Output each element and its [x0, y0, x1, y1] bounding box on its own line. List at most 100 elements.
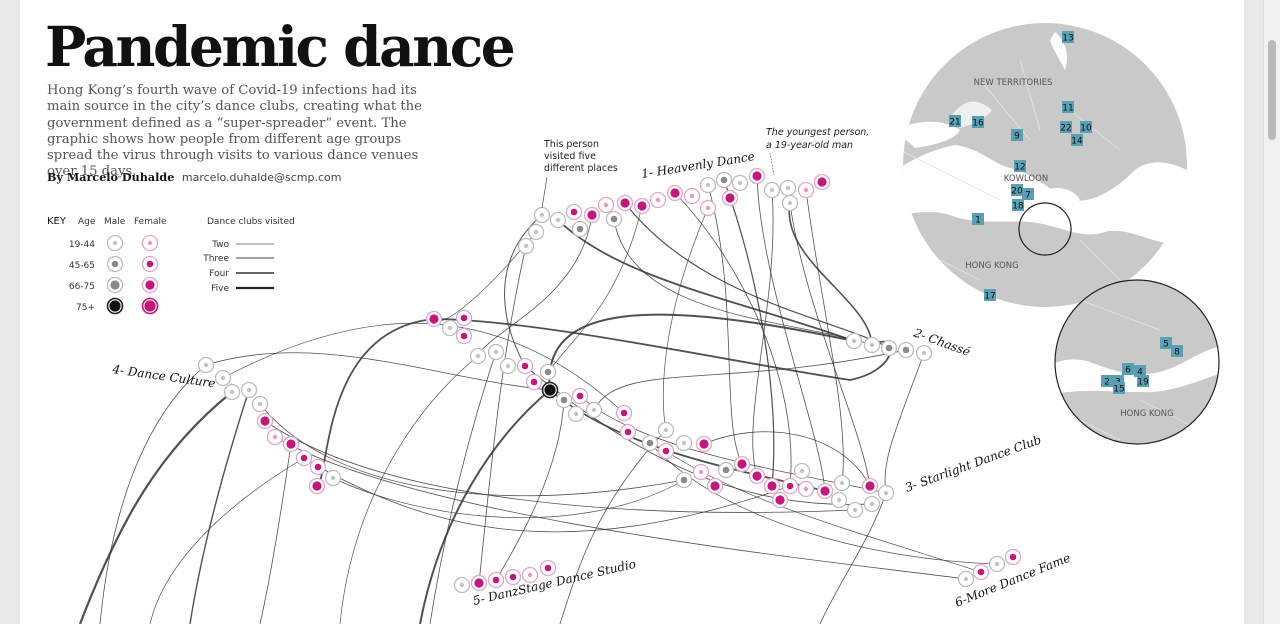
person-dot [469, 347, 487, 365]
location-marker: 6 [1122, 363, 1134, 376]
byline: By Marcelo Duhalde marcelo.duhalde@scmp.… [47, 170, 341, 184]
location-marker: 5 [1160, 337, 1172, 350]
person-dot [504, 568, 522, 586]
person-dot [571, 387, 589, 405]
person-dot [453, 576, 471, 594]
connection-line [707, 184, 743, 465]
person-dot [425, 310, 443, 328]
person-dot [657, 442, 675, 460]
location-marker: 12 [1014, 160, 1026, 173]
location-marker-label: 14 [1071, 137, 1083, 147]
key-age-66-75: 66-75 [69, 282, 95, 292]
key-line-four: Four [209, 269, 229, 279]
person-dot [223, 383, 241, 401]
location-marker-label: 22 [1060, 124, 1071, 134]
person-dot [533, 206, 551, 224]
person-dot [797, 480, 815, 498]
person-dot [539, 559, 557, 577]
scrollbar-thumb[interactable] [1268, 40, 1276, 140]
person-dot [619, 423, 637, 441]
article-page: KEY Age Male Female 19-44 45-65 66-75 75… [20, 0, 1244, 624]
connection-line [674, 192, 792, 487]
person-dot [897, 341, 915, 359]
location-marker: 2 [1101, 375, 1113, 388]
person-dot [763, 181, 781, 199]
location-marker-label: 11 [1062, 104, 1073, 114]
person-dot [597, 196, 615, 214]
person-dot [251, 395, 269, 413]
intro-paragraph: Hong Kong’s fourth wave of Covid-19 infe… [47, 83, 422, 180]
person-dot [585, 401, 603, 419]
key-age-header: Age [78, 217, 96, 227]
person-dot [441, 319, 459, 337]
person-dot [605, 210, 623, 228]
connection-line [303, 457, 791, 533]
vertical-scrollbar[interactable] [1263, 0, 1280, 624]
annotation-youngest-line-2: a 19-year-old man [766, 140, 853, 151]
person-dot [779, 179, 797, 197]
location-marker: 22 [1060, 121, 1072, 134]
byline-author: By Marcelo Duhalde [47, 170, 175, 184]
annotation-five-leader [541, 176, 548, 209]
person-dot [141, 234, 159, 252]
person-dot [487, 343, 505, 361]
location-marker: 14 [1071, 134, 1083, 147]
person-dot [816, 482, 834, 500]
connection-line [205, 352, 551, 391]
person-dot [771, 491, 789, 509]
key-line-two: Two [211, 240, 229, 250]
inset-label-hong-kong: HONG KONG [1120, 409, 1173, 419]
person-dot [141, 297, 159, 315]
connection-line [557, 219, 855, 342]
person-dot [1004, 548, 1022, 566]
connection-line [339, 355, 479, 624]
person-dot [846, 501, 864, 519]
person-dot [256, 412, 274, 430]
connection-line [477, 214, 593, 357]
byline-email[interactable]: marcelo.duhalde@scmp.com [181, 171, 342, 184]
person-dot [516, 357, 534, 375]
person-dot [863, 336, 881, 354]
location-marker-label: 2 [1104, 378, 1110, 388]
map-inset: HONG KONG 5864321915 [1054, 279, 1220, 445]
key-title: KEY [47, 216, 67, 227]
annotation-five-places: This person visited five different place… [541, 139, 618, 209]
connection-line [723, 179, 775, 487]
person-dot [266, 428, 284, 446]
connection-line [547, 205, 643, 373]
location-marker: 16 [972, 116, 984, 129]
map-label-new-territories: NEW TERRITORIES [974, 78, 1053, 88]
person-dot [106, 297, 124, 315]
key-age-19-44: 19-44 [69, 240, 95, 250]
location-marker: 15 [1113, 382, 1125, 395]
map-label-kowloon: KOWLOON [1004, 174, 1048, 184]
connection-line [613, 218, 873, 346]
person-dot [692, 463, 710, 481]
person-dot [717, 461, 735, 479]
person-dot [470, 574, 488, 592]
person-dot [793, 462, 811, 480]
person-dot [565, 203, 583, 221]
person-dot [455, 309, 473, 327]
connection-line [99, 364, 207, 624]
location-marker-label: 21 [949, 118, 960, 128]
location-marker-label: 4 [1137, 368, 1143, 378]
map-inset-markers: 5864321915 [1101, 337, 1183, 395]
location-marker: 1 [972, 213, 984, 226]
connection-line [149, 457, 305, 624]
location-marker-label: 15 [1113, 385, 1124, 395]
key-line-five: Five [211, 284, 229, 294]
person-dot [833, 474, 851, 492]
person-dot [657, 421, 675, 439]
person-dot [797, 181, 815, 199]
key-male-header: Male [104, 217, 126, 227]
location-marker: 10 [1080, 121, 1092, 134]
key-age-75-plus: 75+ [76, 303, 95, 313]
person-dot [324, 469, 342, 487]
person-dot [877, 484, 895, 502]
person-dot [106, 276, 124, 294]
location-marker-label: 19 [1137, 378, 1149, 388]
location-marker: 17 [984, 289, 996, 302]
key-legend: KEY Age Male Female 19-44 45-65 66-75 75… [47, 216, 295, 315]
person-dot [715, 171, 733, 189]
